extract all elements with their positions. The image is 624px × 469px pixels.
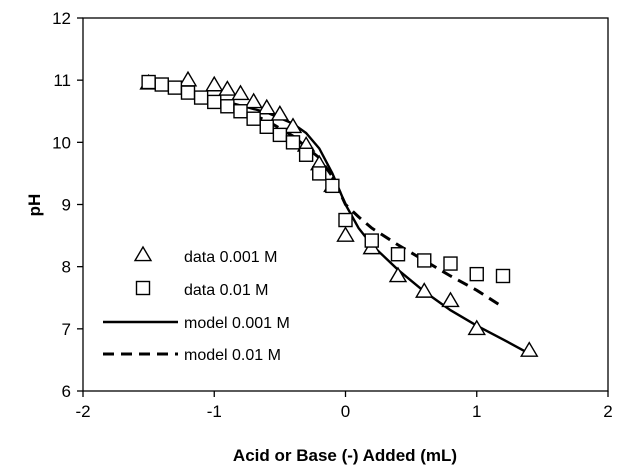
x-tick-label: -1 [207, 402, 222, 421]
triangle-point [283, 117, 303, 134]
square-point [193, 90, 209, 105]
legend-label: data 0.001 M [184, 249, 277, 266]
x-tick-label: 1 [472, 402, 481, 421]
square-point [469, 266, 484, 282]
y-axis-label: pH [25, 194, 44, 217]
square-point [338, 212, 353, 228]
triangle-point [388, 266, 408, 283]
square-point [285, 135, 301, 150]
y-tick-label: 7 [62, 320, 71, 339]
y-tick-label: 10 [52, 133, 71, 152]
triangle-point [270, 104, 290, 121]
triangle-point [441, 291, 460, 308]
square-point [167, 80, 183, 95]
triangle-point [205, 75, 224, 92]
y-tick-label: 11 [53, 71, 71, 90]
triangle-point [520, 341, 539, 357]
y-tick-label: 6 [62, 382, 71, 401]
markers-layer [139, 70, 539, 357]
square-point [390, 247, 406, 262]
legend-square-icon [135, 280, 151, 296]
square-point [246, 111, 261, 126]
triangle-point [415, 282, 434, 298]
y-tick-label: 8 [62, 258, 71, 277]
legend-label: model 0.001 M [184, 315, 290, 332]
square-point [207, 94, 222, 110]
square-point [443, 256, 458, 271]
square-point [220, 99, 235, 114]
legend: data 0.001 M data 0.01 M model 0.001 M mode… [103, 245, 290, 364]
square-point [141, 74, 156, 90]
triangle-point [244, 92, 263, 109]
x-axis-label: Acid or Base (-) Added (mL) [233, 446, 457, 465]
square-point [495, 268, 511, 284]
square-point [417, 253, 432, 268]
legend-triangle-icon [133, 245, 153, 262]
legend-label: model 0.01 M [184, 347, 281, 364]
square-point [180, 85, 196, 100]
square-point [272, 127, 288, 143]
x-tick-label: 2 [603, 402, 612, 421]
legend-label: data 0.01 M [184, 282, 269, 299]
square-point [259, 119, 274, 134]
triangle-point [467, 319, 486, 336]
square-point [312, 166, 327, 181]
triangle-point [257, 98, 276, 115]
triangle-point [218, 80, 237, 96]
x-tick-label: 0 [341, 402, 350, 421]
triangle-point [336, 226, 355, 242]
square-point [298, 147, 314, 162]
triangle-point [231, 84, 250, 101]
y-tick-label: 12 [52, 9, 71, 28]
x-tick-label: -2 [75, 402, 90, 421]
square-point [325, 178, 340, 194]
square-point [364, 233, 379, 248]
square-point [154, 77, 169, 92]
y-tick-label: 9 [62, 196, 71, 215]
square-point [233, 104, 248, 119]
